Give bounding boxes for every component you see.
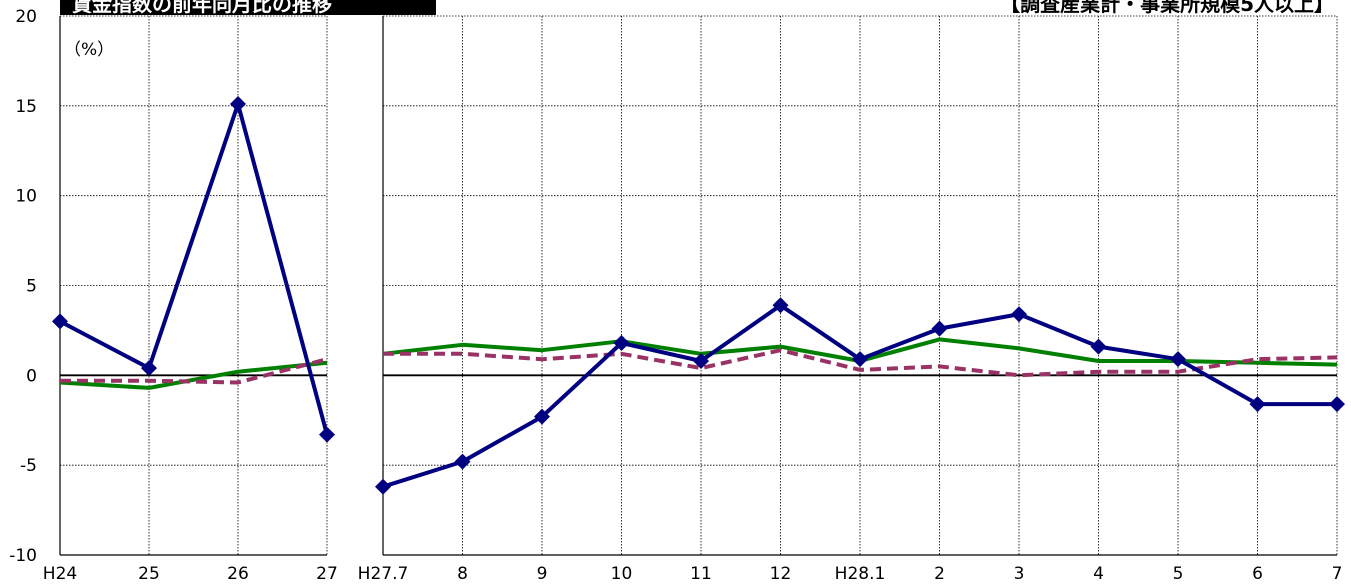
data-point-marker <box>1170 351 1186 368</box>
y-tick-label: 10 <box>15 187 37 207</box>
data-point-marker <box>693 352 709 369</box>
series-line <box>59 102 329 436</box>
x-tick-label: 5 <box>1173 564 1184 584</box>
chart-title-box <box>60 0 436 15</box>
x-tick-label: 26 <box>227 564 249 584</box>
x-tick-label: 6 <box>1252 564 1263 584</box>
data-point-marker <box>141 360 157 377</box>
data-point-marker <box>1011 306 1027 323</box>
data-point-marker <box>319 426 335 443</box>
x-tick-label: H27.7 <box>358 564 409 584</box>
data-point-marker <box>852 351 868 368</box>
y-tick-label: 5 <box>26 277 37 297</box>
data-point-marker <box>613 334 630 351</box>
data-point-marker <box>1249 396 1266 413</box>
data-point-marker <box>1090 338 1107 355</box>
x-tick-label: 9 <box>537 564 548 584</box>
x-tick-label: H28.1 <box>835 564 886 584</box>
chart-note: 【調査産業計・事業所規模5人以上】 <box>1000 0 1334 16</box>
x-tick-label: 4 <box>1093 564 1104 584</box>
series-line <box>382 303 1337 489</box>
x-tick-label: 25 <box>138 564 160 584</box>
y-unit-label: （%） <box>64 40 114 60</box>
x-tick-label: 8 <box>457 564 468 584</box>
y-tick-label: -10 <box>9 546 37 566</box>
y-tick-label: 0 <box>26 366 37 386</box>
data-point-marker <box>772 297 789 314</box>
data-point-marker <box>454 453 471 470</box>
chart-title: 賃金指数の前年同月比の推移 <box>71 0 332 16</box>
x-tick-label: 7 <box>1332 564 1343 584</box>
y-tick-label: 20 <box>15 7 37 27</box>
x-tick-label: 2 <box>934 564 945 584</box>
data-point-marker <box>230 96 246 113</box>
series-line <box>59 360 328 390</box>
x-tick-label: 11 <box>690 564 712 584</box>
x-tick-label: 3 <box>1014 564 1025 584</box>
data-point-marker <box>52 313 68 330</box>
x-tick-label: 27 <box>316 564 338 584</box>
series-line <box>383 348 1338 378</box>
data-point-marker <box>931 320 948 337</box>
y-tick-label: 15 <box>15 97 37 117</box>
series-line <box>60 357 328 385</box>
data-point-marker <box>534 408 550 425</box>
x-tick-label: 12 <box>770 564 792 584</box>
x-tick-label: 10 <box>611 564 633 584</box>
data-point-marker <box>1329 396 1345 413</box>
data-point-marker <box>375 478 391 495</box>
x-tick-label: H24 <box>43 564 77 584</box>
y-tick-label: -5 <box>20 456 37 476</box>
